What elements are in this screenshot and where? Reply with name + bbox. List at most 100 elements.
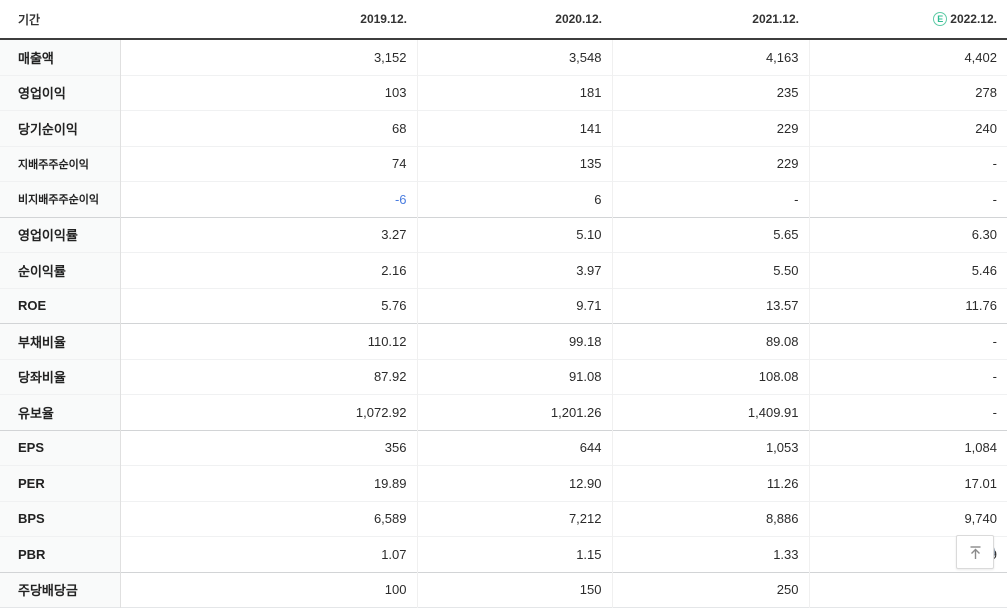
value-cell: 6 — [417, 181, 613, 217]
value-cell: 89.08 — [612, 323, 810, 359]
value-cell: - — [992, 191, 997, 207]
value-cell — [809, 572, 1007, 608]
table-row-dividend-per-share: 주당배당금 100 150 250 — [0, 572, 1007, 608]
value-cell: 87.92 — [120, 359, 418, 395]
value-cell: 135 — [417, 146, 613, 182]
value-cell: 4,163 — [612, 39, 810, 75]
value-cell: 8,886 — [612, 501, 810, 537]
table-row-per: PER 19.89 12.90 11.26 17.01 — [0, 465, 1007, 501]
value-cell: 17.01 — [964, 475, 997, 491]
row-label: 영업이익 — [0, 75, 121, 111]
value-cell: 9.71 — [417, 288, 613, 324]
value-cell: - — [992, 333, 997, 349]
row-label: 주당배당금 — [0, 572, 121, 608]
value-cell: 99.18 — [417, 323, 613, 359]
value-cell: 110.12 — [120, 323, 418, 359]
column-header-2022-estimate: E 2022.12. — [809, 0, 1007, 39]
value-cell: 240 — [975, 120, 997, 136]
value-cell: 6,589 — [120, 501, 418, 537]
header-row: 기간 2019.12. 2020.12. 2021.12. E 2022.12. — [0, 0, 1007, 39]
table-row-roe: ROE 5.76 9.71 13.57 11.76 — [0, 288, 1007, 324]
row-label: 매출액 — [0, 39, 121, 75]
estimate-icon: E — [933, 12, 948, 26]
table-row-operating-profit: 영업이익 103 181 235 278 — [0, 75, 1007, 111]
table-row-operating-margin: 영업이익률 3.27 5.10 5.65 6.30 — [0, 217, 1007, 253]
value-cell: 3.27 — [120, 217, 418, 253]
row-label: PER — [0, 465, 121, 501]
row-label: ROE — [0, 288, 121, 324]
value-cell: 6.30 — [971, 227, 997, 243]
table-row-eps: EPS 356 644 1,053 1,084 — [0, 430, 1007, 466]
value-cell: 141 — [417, 110, 613, 146]
scroll-to-top-button[interactable] — [956, 535, 994, 569]
value-cell: 1,084 — [964, 440, 997, 456]
row-label: BPS — [0, 501, 121, 537]
table-row-net-margin: 순이익률 2.16 3.97 5.50 5.46 — [0, 252, 1007, 288]
value-cell-negative: -6 — [120, 181, 418, 217]
table-row-net-income: 당기순이익 68 141 229 240 — [0, 110, 1007, 146]
value-cell: 5.10 — [417, 217, 613, 253]
column-header-2021: 2021.12. — [612, 0, 809, 39]
row-label: 비지배주주순이익 — [0, 181, 121, 217]
value-cell: 644 — [417, 430, 613, 466]
value-cell: 12.90 — [417, 465, 613, 501]
row-label: 순이익률 — [0, 252, 121, 288]
value-cell: 181 — [417, 75, 613, 111]
value-cell: 250 — [612, 572, 810, 608]
value-cell: 278 — [975, 85, 997, 101]
table-row-reserve-ratio: 유보율 1,072.92 1,201.26 1,409.91 - — [0, 394, 1007, 430]
table-row-bps: BPS 6,589 7,212 8,886 9,740 — [0, 501, 1007, 537]
row-label: EPS — [0, 430, 121, 466]
value-cell: 68 — [120, 110, 418, 146]
value-cell: 7,212 — [417, 501, 613, 537]
table-row-debt-ratio: 부채비율 110.12 99.18 89.08 - — [0, 323, 1007, 359]
row-label: 부채비율 — [0, 323, 121, 359]
value-cell: 2.16 — [120, 252, 418, 288]
row-label: 유보율 — [0, 394, 121, 430]
value-cell: 356 — [120, 430, 418, 466]
value-cell: 1.33 — [612, 536, 810, 572]
table-row-quick-ratio: 당좌비율 87.92 91.08 108.08 - — [0, 359, 1007, 395]
column-header-2022-label: 2022.12. — [950, 12, 997, 26]
value-cell: 1,201.26 — [417, 394, 613, 430]
value-cell: - — [612, 181, 810, 217]
row-label: 영업이익률 — [0, 217, 121, 253]
value-cell: 5.50 — [612, 252, 810, 288]
value-cell: 3.97 — [417, 252, 613, 288]
value-cell: 4,402 — [964, 49, 997, 65]
value-cell: 235 — [612, 75, 810, 111]
value-cell: 1,072.92 — [120, 394, 418, 430]
value-cell: 1.15 — [417, 536, 613, 572]
value-cell: 74 — [120, 146, 418, 182]
value-cell: - — [992, 404, 997, 420]
column-header-2020: 2020.12. — [417, 0, 612, 39]
value-cell: 91.08 — [417, 359, 613, 395]
row-label: 당기순이익 — [0, 110, 121, 146]
arrow-to-top-icon — [970, 545, 980, 559]
value-cell: 5.46 — [971, 262, 997, 278]
value-cell: 3,152 — [120, 39, 418, 75]
value-cell: 11.26 — [612, 465, 810, 501]
value-cell: 1.07 — [120, 536, 418, 572]
value-cell: 103 — [120, 75, 418, 111]
value-cell: 11.76 — [965, 298, 997, 314]
value-cell: 5.65 — [612, 217, 810, 253]
row-label: PBR — [0, 536, 121, 572]
value-cell: 1,053 — [612, 430, 810, 466]
column-header-period: 기간 — [0, 0, 120, 39]
value-cell: 100 — [120, 572, 418, 608]
column-header-2019: 2019.12. — [120, 0, 417, 39]
value-cell: 229 — [612, 146, 810, 182]
value-cell: - — [992, 369, 997, 385]
table-row-noncontrolling-net-income: 비지배주주순이익 -6 6 - - — [0, 181, 1007, 217]
value-cell: - — [992, 156, 997, 172]
row-label: 지배주주순이익 — [0, 146, 121, 182]
value-cell: 108.08 — [612, 359, 810, 395]
value-cell: 13.57 — [612, 288, 810, 324]
value-cell: 19.89 — [120, 465, 418, 501]
value-cell: 150 — [417, 572, 613, 608]
table-row-controlling-net-income: 지배주주순이익 74 135 229 - — [0, 146, 1007, 182]
value-cell: 5.76 — [120, 288, 418, 324]
value-cell: 229 — [612, 110, 810, 146]
